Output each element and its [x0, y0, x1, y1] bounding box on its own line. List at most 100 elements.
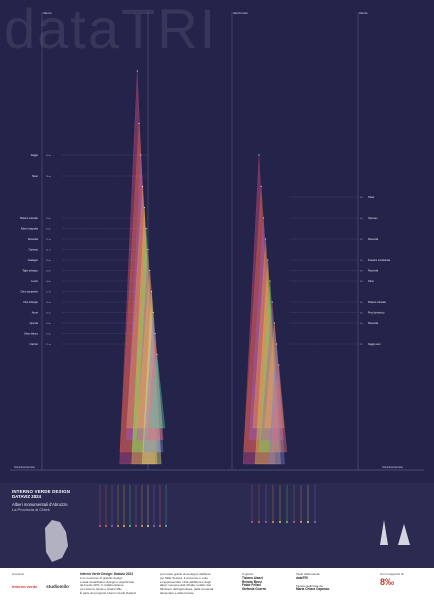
jury-label: In giuria:: [242, 572, 254, 576]
legend-band: [0, 483, 434, 568]
jury-line: Stefania Guerra: [242, 587, 266, 592]
legend-dot-right-3: [272, 521, 274, 523]
left-height-value-12: 14 m: [46, 323, 51, 325]
about-line: e data visualization designer organizzat…: [80, 579, 135, 584]
right-height-value-6: 16: [360, 302, 363, 304]
right-tree-apex-1: [260, 185, 262, 188]
background-title: dataTRI: [4, 0, 217, 60]
right-species-label-6: Platano orientale: [368, 301, 387, 304]
project-subtitle: DATAVIZ 2024: [12, 494, 42, 499]
right-axis-title: Altezza: [359, 11, 368, 15]
left-species-label-10: Pino d'Aleppo: [23, 301, 38, 304]
right-species-label-9: Faggio vero: [368, 343, 381, 346]
legend-tree-icon-2: [398, 524, 410, 545]
left-height-value-10: 16 m: [46, 302, 51, 304]
right-tree-apex-0: [258, 154, 260, 156]
title-value: dataTRI: [296, 575, 308, 580]
right-species-label-8: Roverella: [368, 322, 379, 325]
chart-panel: dataTRI Altezza Altezza fusto Altezza Faggio…: [0, 0, 434, 568]
poster-title-block: INTERNO VERDE DESIGN DATAVIZ 2024 Alberi…: [12, 489, 70, 512]
legend-dot-right-2: [265, 521, 267, 523]
footer-jury: In giuria: Tiziano Aiazzi Renato Brusi Fab…: [242, 572, 266, 592]
footer-about-2: promosso grazie al sostegno dell'Ente, pe…: [160, 572, 235, 596]
jury-list: Tiziano Aiazzi Renato Brusi Fabio Fellari S…: [242, 575, 266, 592]
legend-dot-right-7: [300, 521, 302, 523]
support-label: Con il supporto di:: [380, 572, 405, 576]
about-line: è un concorso di graphic design: [80, 575, 123, 580]
right-tree-6: [260, 301, 284, 441]
legend-dot-right-4: [279, 521, 281, 523]
right-tree-apex-9: [278, 364, 280, 366]
right-species-label-3: Frassino meridionale: [368, 259, 391, 262]
right-height-value-4: 19: [360, 270, 363, 272]
province-map-shape: [45, 520, 68, 562]
legend-dot-left-11: [165, 525, 167, 527]
right-height-value-9: 12: [360, 344, 363, 346]
left-height-value-5: 21 m: [46, 249, 51, 251]
jury-line: Renato Brusi: [242, 579, 262, 584]
left-height-value-4: 22 m: [46, 239, 51, 241]
left-species-label-13: Gelso bianco: [24, 332, 39, 335]
left-species-label-5: Cipresso: [29, 248, 39, 251]
footer-credits: Titolo della tavola: dataTRI Tavola real…: [296, 572, 330, 592]
left-species-label-11: Acero: [32, 311, 39, 314]
left-height-value-8: 18 m: [46, 281, 51, 283]
footer-support: Con il supporto di: 8‰: [380, 572, 405, 587]
curated-label: A cura di: [12, 572, 24, 576]
legend-dot-left-3: [117, 525, 119, 527]
left-tree-apex-4: [143, 206, 145, 209]
left-tree-8: [141, 291, 162, 465]
right-species-label-0: Tasso: [368, 196, 375, 199]
left-species-label-1: Tasso: [32, 175, 39, 178]
left-tree-apex-10: [154, 332, 156, 335]
right-tree-apex-8: [276, 343, 278, 345]
left-base-label: Circonferenza fusto: [14, 466, 35, 469]
about2-line: alimentare e delle foreste.: [160, 590, 195, 595]
left-species-label-8: Leccio: [31, 280, 39, 283]
author-label: Tavola realizzata da:: [296, 583, 324, 588]
legend-dot-left-6: [135, 525, 137, 527]
legend-dot-left-0: [99, 525, 101, 527]
about-line: Interno Verde Design: Dataviz 2024: [80, 572, 133, 576]
right-height-value-3: 20: [360, 260, 363, 262]
about-line: da Fondo APS, in collaborazione: [80, 583, 124, 588]
legend-dot-left-7: [141, 525, 143, 527]
right-tree-apex-3: [265, 238, 267, 240]
right-species-label-1: Cipresso: [368, 217, 378, 220]
right-species-label-7: Pino domestico: [368, 311, 385, 314]
left-height-value-13: 13 m: [46, 333, 51, 335]
left-tree-apex-8: [151, 290, 153, 293]
left-height-value-0: 30 m: [46, 155, 51, 157]
left-height-value-6: 20 m: [46, 260, 51, 262]
legend-dot-right-6: [293, 521, 295, 523]
right-base-label: Circonferenza fusto: [382, 466, 403, 469]
right-height-value-5: 18: [360, 281, 363, 283]
legend-dot-left-5: [129, 525, 131, 527]
left-species-label-2: Platano orientale: [20, 217, 39, 220]
right-height-value-0: 26: [360, 197, 363, 199]
jury-line: Tiziano Aiazzi: [242, 575, 263, 580]
otto-per-mille-logo: 8‰: [380, 576, 395, 587]
project-title: INTERNO VERDE DESIGN: [12, 489, 71, 494]
legend-dot-right-9: [314, 521, 316, 523]
about2-line: alberi monumentali d'Italia, redatto dal: [160, 583, 211, 588]
right-tree-apex-5: [269, 280, 271, 282]
right-tree-apex-7: [273, 322, 275, 324]
left-tree-apex-1: [138, 122, 140, 125]
left-species-label-3: Albero magnolia: [21, 227, 39, 230]
topic-title: Alberi monumentali d'Abruzzo: [12, 502, 68, 507]
left-height-value-9: 17 m: [46, 291, 51, 293]
left-tree-10: [147, 333, 164, 441]
left-species-label-14: Carpino: [30, 343, 39, 346]
left-species-label-0: Faggio: [31, 154, 39, 157]
right-tree-5: [258, 280, 282, 453]
about-line: È parte del progetto Interno Verde Datav…: [80, 590, 137, 595]
center-axis-title: Altezza fusto: [233, 11, 248, 15]
left-height-value-3: 23 m: [46, 228, 51, 230]
legend-dot-left-9: [153, 525, 155, 527]
legend-tree-icon-1: [380, 520, 388, 545]
left-species-label-6: Castagno: [28, 259, 39, 262]
author-value: Maria Chiara Capasso: [296, 587, 330, 592]
